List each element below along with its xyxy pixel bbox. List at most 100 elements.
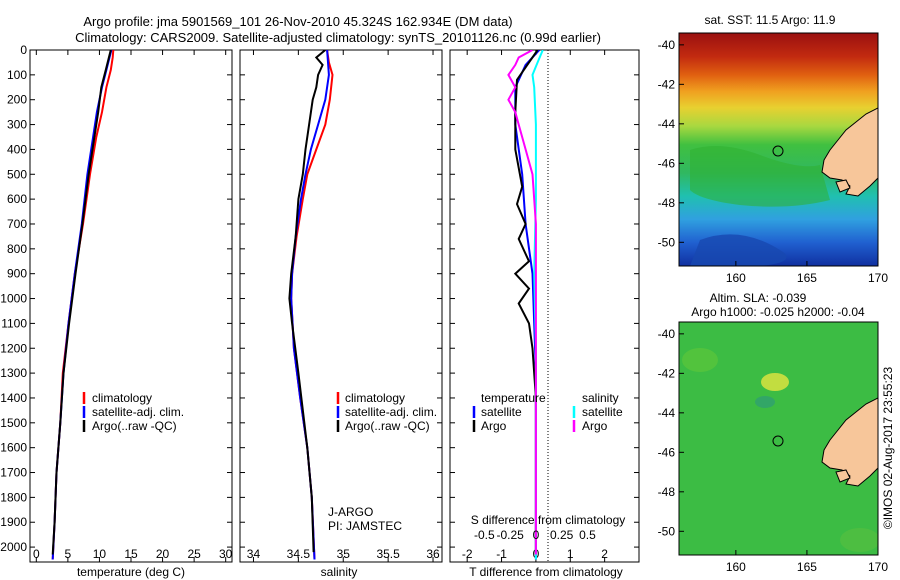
stewart-island-sst <box>835 179 851 193</box>
map-x-tick-label: 165 <box>797 560 817 574</box>
salinity-x-label: salinity <box>321 565 358 579</box>
difference-panel: -2 -1 0 1 2 temperature salinity satellite A… <box>449 49 640 579</box>
salinity-axes-frame <box>239 49 443 563</box>
y-tick-label: 2000 <box>0 540 27 554</box>
y-tick-label: 200 <box>7 93 27 107</box>
map-y-tick-label: -46 <box>658 156 676 170</box>
legend-label-satellite: satellite-adj. clim. <box>345 405 437 419</box>
y-tick-label: 700 <box>7 217 27 231</box>
salinity-x-ticks: 34 34.5 35 35.5 36 <box>247 50 440 562</box>
map-y-tick-label: -50 <box>658 524 676 538</box>
y-tick-label: 1100 <box>1 316 27 330</box>
y-tick-label: 1900 <box>0 515 27 529</box>
x-tick-label: 35 <box>337 547 351 561</box>
sst-map-frame <box>678 32 879 267</box>
argo-location-marker-sla <box>772 435 784 447</box>
map-x-tick-label: 170 <box>868 560 888 574</box>
y-tick-label: 1200 <box>0 341 27 355</box>
s-difference-tick-label: 0 <box>533 528 540 542</box>
x-tick-label: 5 <box>65 547 72 561</box>
y-tick-label: 600 <box>7 192 27 206</box>
argo-location-marker-sst <box>772 145 784 157</box>
nz-land-sst <box>821 107 878 197</box>
x-tick-label: -1 <box>496 547 507 561</box>
x-tick-label: 25 <box>187 547 201 561</box>
s-difference-tick-labels: -0.5 -0.25 0 0.25 0.5 <box>474 528 596 542</box>
map-y-tick-label: -46 <box>658 445 676 459</box>
temperature-x-ticks: 0 5 10 15 20 25 30 <box>33 50 233 562</box>
sst-green-tongue <box>690 146 830 207</box>
map-x-tick-label: 165 <box>797 271 817 285</box>
legend-label-climatology: climatology <box>92 391 152 405</box>
x-tick-label: 36 <box>426 547 440 561</box>
imos-watermark: ©IMOS 02-Aug-2017 23:55:23 <box>881 367 895 530</box>
s-difference-tick-label: 0.5 <box>579 528 596 542</box>
difference-axes-frame <box>449 49 640 563</box>
sst-map-title: sat. SST: 11.5 Argo: 11.9 <box>705 13 836 27</box>
y-tick-label: 1800 <box>0 490 27 504</box>
legend-header-salinity: salinity <box>582 391 619 405</box>
legend-label-t-satellite: satellite <box>481 405 522 419</box>
y-tick-label: 100 <box>7 68 27 82</box>
title-line-2: Climatology: CARS2009. Satellite-adjuste… <box>75 30 601 45</box>
nz-land-sla <box>821 397 878 487</box>
y-tick-label: 500 <box>7 167 27 181</box>
salinity-panel: 34 34.5 35 35.5 36 climatology satellite-adj… <box>239 49 443 579</box>
x-tick-label: 30 <box>219 547 233 561</box>
x-tick-label: 2 <box>601 547 608 561</box>
salinity-series <box>288 50 334 560</box>
x-tick-label: 15 <box>124 547 138 561</box>
salinity-legend: climatology satellite-adj. clim. Argo(..… <box>336 391 437 433</box>
legend-label-s-satellite: satellite <box>582 405 623 419</box>
y-tick-label: 300 <box>7 118 27 132</box>
y-tick-label: 1400 <box>0 391 27 405</box>
map-y-tick-label: -44 <box>658 117 676 131</box>
x-tick-label: 34.5 <box>287 547 311 561</box>
difference-y-ticks <box>450 49 639 548</box>
legend-label-argo: Argo(..raw -QC) <box>345 419 430 433</box>
map-y-tick-label: -44 <box>658 406 676 420</box>
legend-header-temperature: temperature <box>481 391 546 405</box>
series-line-s-argo <box>507 50 537 555</box>
legend-label-s-argo: Argo <box>582 419 608 433</box>
y-tick-label: 1600 <box>0 441 27 455</box>
map-x-tick-label: 160 <box>726 271 746 285</box>
temperature-x-label: temperature (deg C) <box>77 565 185 579</box>
sla-map-ticks: 160 165 170 -40 -42 -44 -46 -48 -50 <box>658 327 889 574</box>
title-line-1: Argo profile: jma 5901569_101 26-Nov-201… <box>83 14 512 29</box>
temperature-axes-frame <box>29 49 233 563</box>
salinity-annotation-program: J-ARGO <box>328 505 373 519</box>
s-difference-tick-label: 0.25 <box>550 528 574 542</box>
sla-anomaly-low <box>755 396 775 408</box>
t-difference-label: T difference from climatology <box>469 565 623 579</box>
temperature-series <box>51 50 115 560</box>
salinity-y-ticks <box>240 49 442 548</box>
legend-label-argo: Argo(..raw -QC) <box>92 419 177 433</box>
map-y-tick-label: -42 <box>658 77 676 91</box>
map-y-tick-label: -42 <box>658 366 676 380</box>
map-y-tick-label: -40 <box>658 38 676 52</box>
x-tick-label: -2 <box>462 547 473 561</box>
x-tick-label: 0 <box>33 547 40 561</box>
x-tick-label: 34 <box>247 547 261 561</box>
difference-legend: temperature salinity satellite Argo sate… <box>472 391 623 433</box>
y-tick-label: 0 <box>20 43 27 57</box>
s-difference-tick-label: -0.25 <box>496 528 524 542</box>
temperature-legend: climatology satellite-adj. clim. Argo(..… <box>82 391 184 433</box>
sla-map-subtitle: Argo h1000: -0.025 h2000: -0.04 <box>691 305 865 319</box>
salinity-annotation-pi: PI: JAMSTEC <box>328 519 402 533</box>
legend-label-climatology: climatology <box>345 391 405 405</box>
sla-anomaly-high <box>761 373 789 391</box>
stewart-island-sla <box>835 469 851 483</box>
sla-map-panel: Altim. SLA: -0.039 Argo h1000: -0.025 h2… <box>658 291 889 574</box>
y-tick-label: 1300 <box>0 366 27 380</box>
series-line-satellite-adj-clim- <box>51 50 113 560</box>
y-tick-label: 800 <box>7 242 27 256</box>
map-x-tick-label: 160 <box>726 560 746 574</box>
x-tick-label: 35.5 <box>376 547 400 561</box>
map-y-tick-label: -40 <box>658 327 676 341</box>
map-y-tick-label: -50 <box>658 235 676 249</box>
temperature-y-ticks: 0 100 200 300 400 500 600 700 800 900 1000 1100 1200… <box>0 43 232 554</box>
sst-cool-eddy <box>690 234 787 266</box>
